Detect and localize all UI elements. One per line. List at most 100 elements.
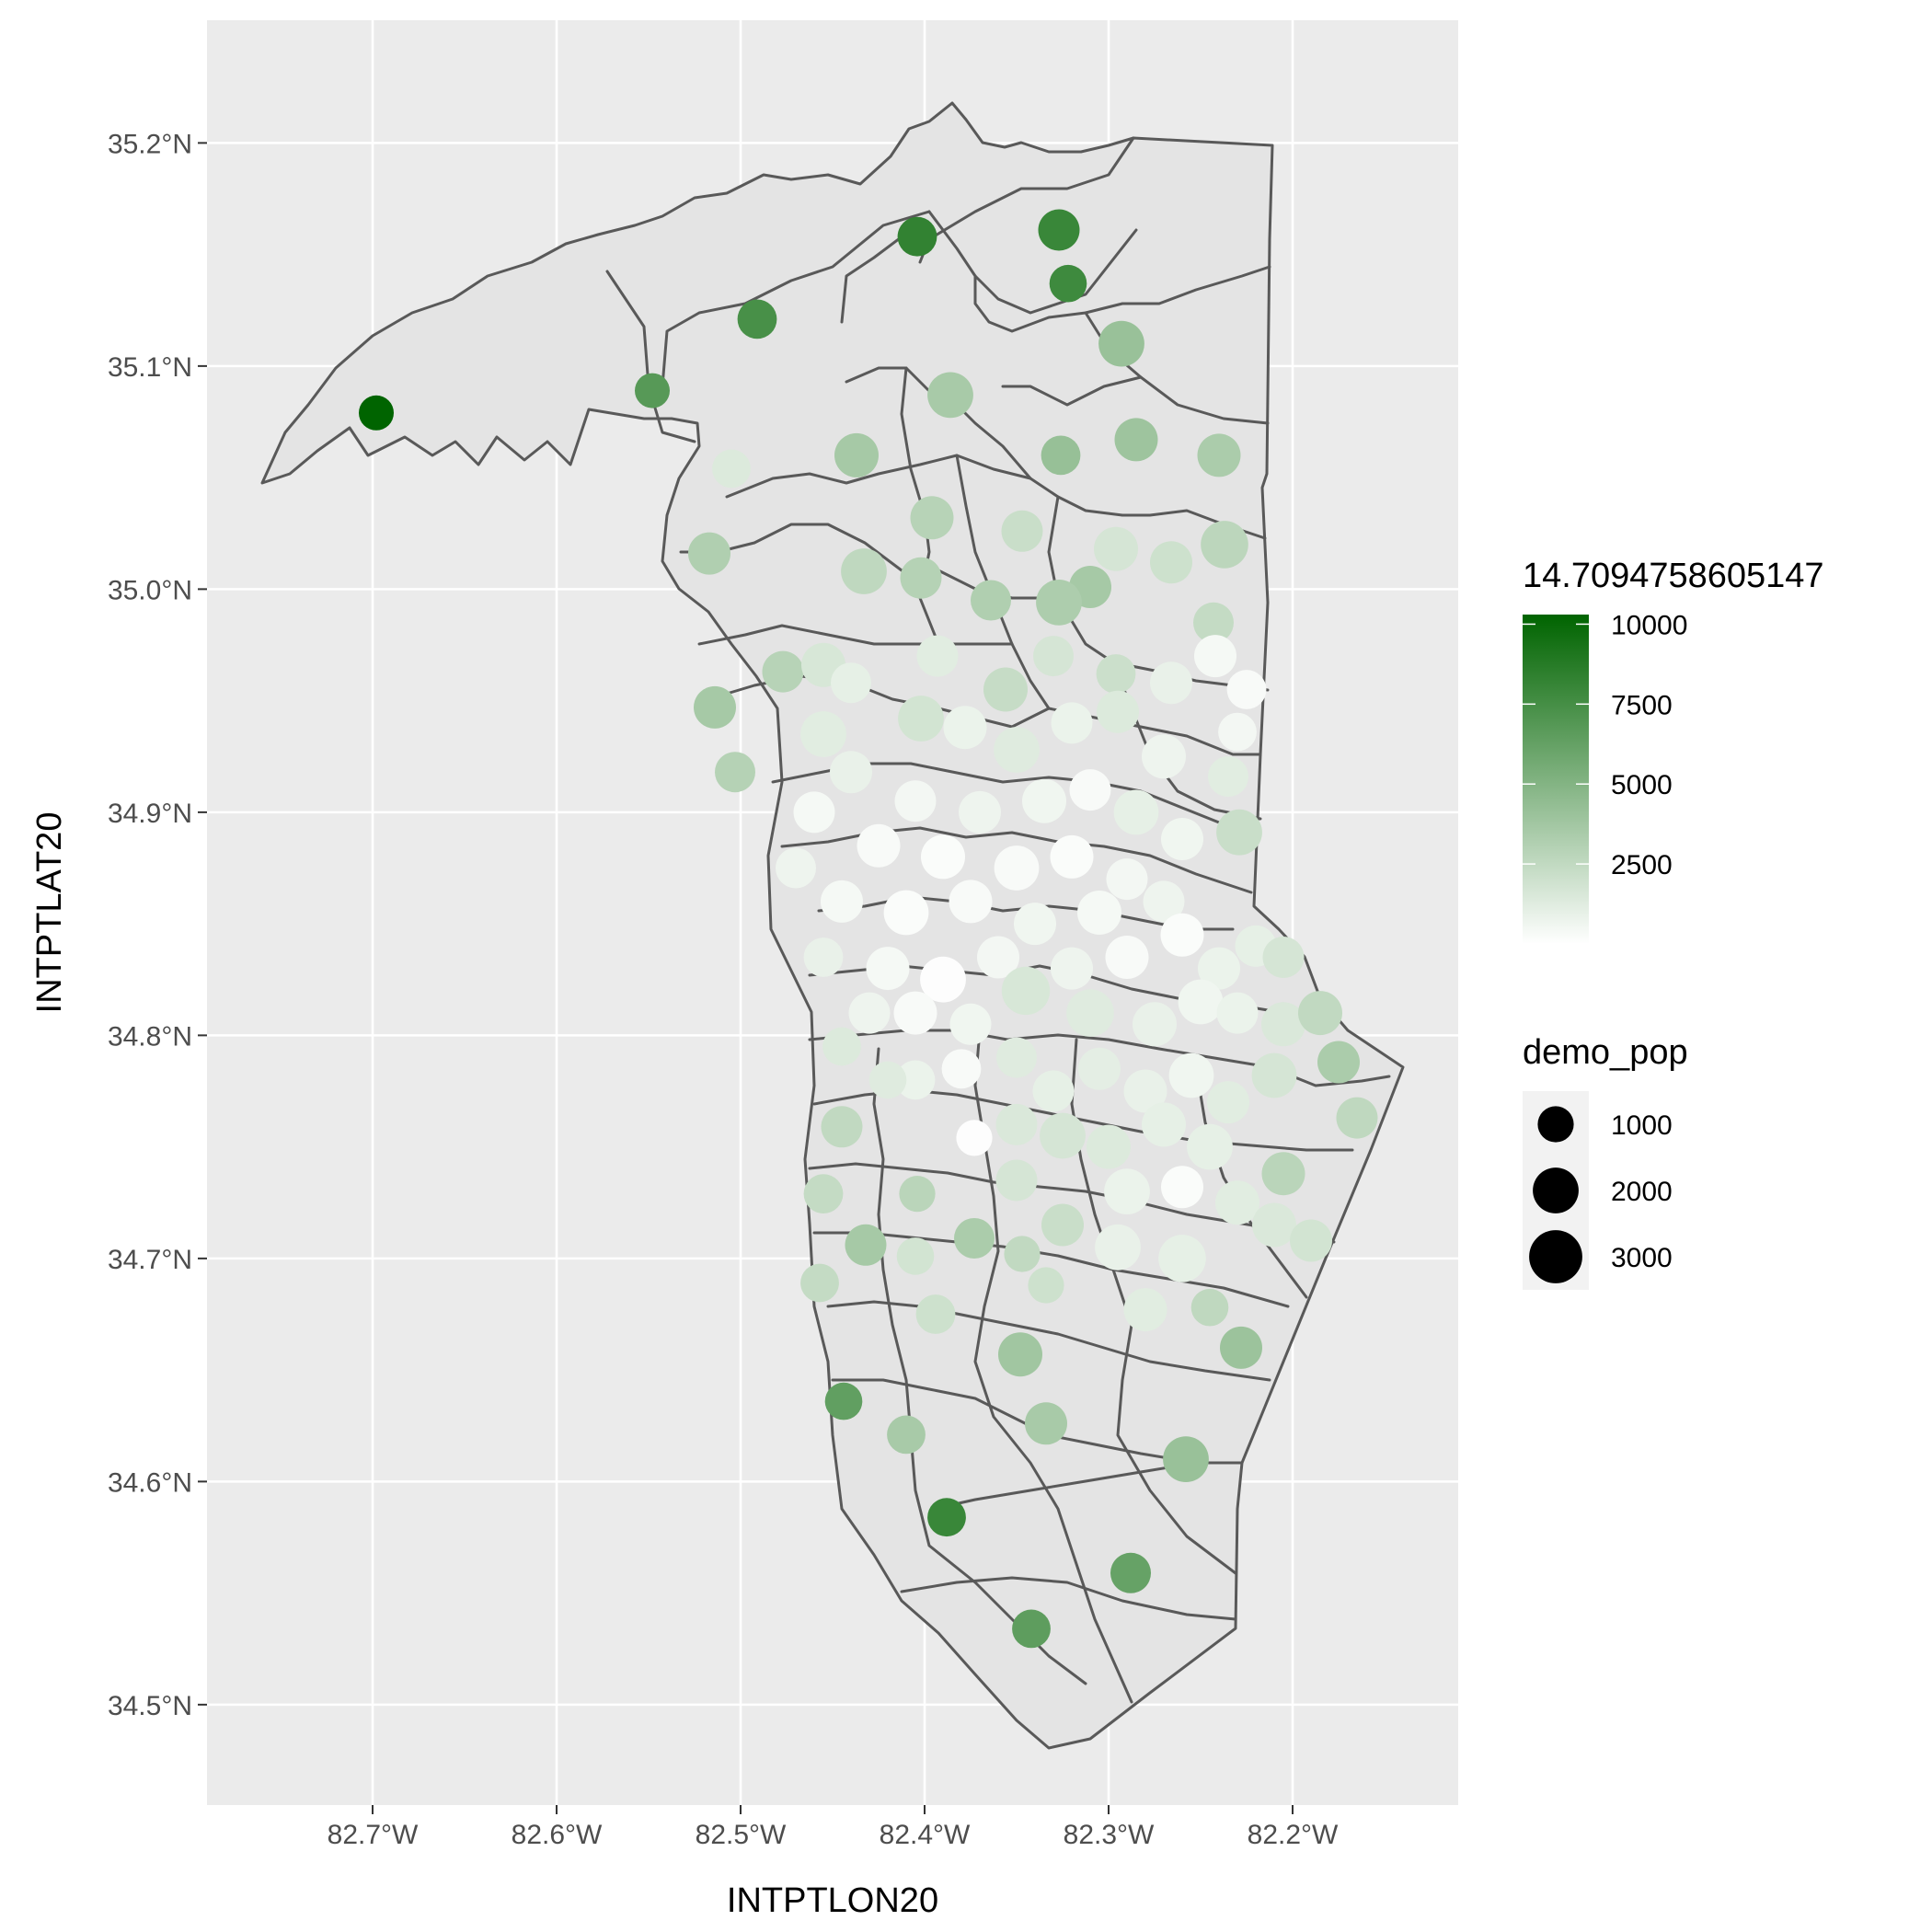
y-tick-label: 34.8°N (108, 1021, 192, 1052)
data-point (1178, 979, 1224, 1025)
data-point (866, 947, 910, 991)
data-point (1032, 1070, 1075, 1112)
data-point (1290, 1219, 1332, 1262)
data-point (927, 1498, 966, 1537)
data-point (1077, 891, 1121, 935)
data-point (1025, 1402, 1067, 1445)
data-point (848, 992, 891, 1034)
data-point (895, 1060, 936, 1100)
data-point (1150, 541, 1192, 584)
data-point (821, 1106, 863, 1148)
data-point (834, 432, 879, 477)
data-point (893, 991, 937, 1035)
data-point (994, 727, 1040, 773)
data-point (949, 880, 993, 924)
data-point (1262, 937, 1305, 978)
data-point (1216, 809, 1262, 856)
data-point (1298, 991, 1342, 1036)
color-legend: 14.7094758605147 10000 7500 5000 2500 (1523, 557, 1824, 944)
data-point (1033, 636, 1074, 677)
data-point (995, 1159, 1038, 1202)
data-point (927, 372, 973, 419)
data-point (737, 299, 777, 339)
data-point (996, 1037, 1037, 1078)
size-key-circle (1537, 1106, 1574, 1143)
data-point (899, 1176, 936, 1213)
data-point (712, 449, 751, 489)
data-point (1097, 690, 1139, 733)
data-point (921, 834, 965, 880)
x-tick-label: 82.3°W (1064, 1820, 1155, 1850)
data-point (793, 791, 835, 834)
x-tick-label: 82.6°W (512, 1820, 603, 1850)
data-point (1218, 712, 1257, 752)
size-key-label: 1000 (1611, 1110, 1673, 1141)
data-point (1220, 1326, 1262, 1369)
data-point (1105, 936, 1149, 979)
y-tick-label: 35.0°N (108, 575, 192, 605)
data-point (1014, 903, 1056, 946)
data-point (1161, 818, 1203, 860)
data-point (688, 532, 730, 575)
data-point (1041, 1203, 1084, 1247)
data-point (910, 496, 954, 540)
data-point (995, 1103, 1038, 1145)
data-point (983, 667, 1028, 712)
data-point (1150, 661, 1192, 705)
data-point (1095, 1224, 1141, 1271)
data-point (803, 937, 844, 977)
data-point (1261, 1152, 1305, 1196)
data-point (821, 880, 863, 923)
data-point (1012, 1609, 1051, 1649)
data-point (1142, 1102, 1186, 1147)
size-key-label: 3000 (1611, 1243, 1673, 1273)
size-legend-title: demo_pop (1523, 1033, 1688, 1072)
data-point (1087, 1124, 1131, 1169)
data-point (916, 635, 959, 677)
colorbar-label: 7500 (1611, 690, 1673, 720)
data-point (868, 1061, 907, 1099)
y-tick-label: 34.6°N (108, 1467, 192, 1498)
data-point (956, 1120, 993, 1156)
data-point (1110, 1552, 1151, 1593)
data-point (1049, 264, 1087, 303)
data-point (1163, 1436, 1209, 1482)
data-point (1201, 521, 1248, 569)
data-point (1028, 1267, 1064, 1304)
data-point (694, 685, 736, 729)
x-tick-label: 82.2°W (1248, 1820, 1339, 1850)
data-point (943, 706, 987, 750)
data-point (949, 1003, 992, 1045)
data-point (1114, 418, 1158, 462)
data-point (1050, 834, 1094, 879)
data-point (1001, 966, 1051, 1016)
data-point (1051, 947, 1093, 990)
data-point (776, 847, 816, 889)
data-point (1160, 913, 1204, 957)
y-axis-title: INTPTLAT20 (30, 812, 69, 1014)
colorbar-ticks: 10000 7500 5000 2500 (1523, 610, 1687, 880)
data-point (941, 1049, 982, 1089)
data-point (1036, 580, 1082, 626)
data-point (1104, 1168, 1150, 1214)
y-tick-label: 34.7°N (108, 1245, 192, 1275)
y-tick-label: 35.1°N (108, 352, 192, 383)
data-point (915, 1294, 956, 1334)
color-legend-title: 14.7094758605147 (1523, 557, 1824, 595)
data-point (887, 1415, 926, 1455)
y-tick-label: 34.5°N (108, 1691, 192, 1721)
data-point (1161, 1166, 1203, 1209)
data-point (635, 373, 670, 408)
data-point (1106, 858, 1148, 901)
data-point (1317, 1041, 1360, 1084)
data-point (800, 711, 846, 757)
data-point (1066, 989, 1114, 1037)
data-point (1094, 526, 1138, 571)
data-point (897, 216, 937, 257)
data-point (1001, 510, 1043, 552)
data-point (1133, 1002, 1177, 1047)
data-point (1143, 880, 1185, 923)
data-point (1215, 1180, 1259, 1225)
x-tick-label: 82.7°W (328, 1820, 419, 1850)
data-point (1038, 209, 1080, 251)
